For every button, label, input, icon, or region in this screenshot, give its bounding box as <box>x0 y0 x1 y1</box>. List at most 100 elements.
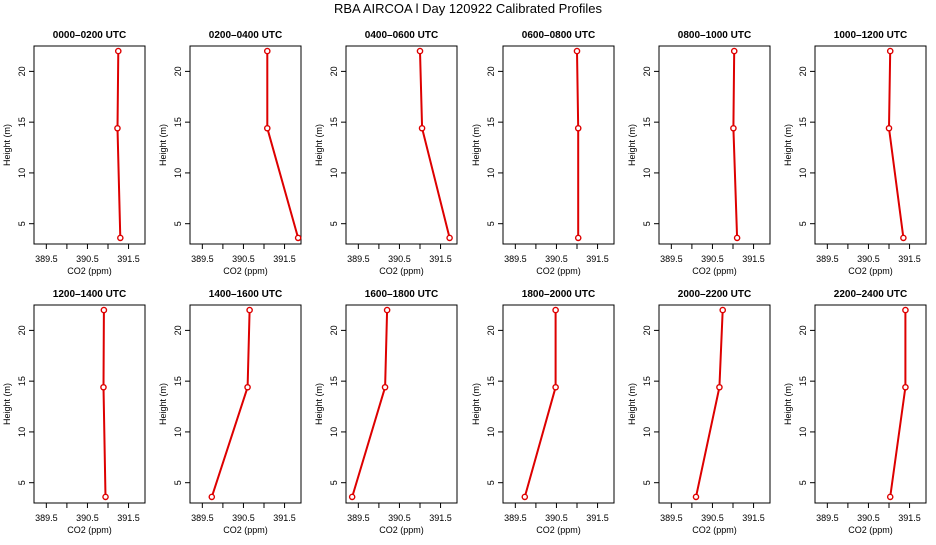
y-tick-label: 20 <box>173 66 183 76</box>
x-tick-label: 389.5 <box>35 254 58 264</box>
y-tick-label: 15 <box>642 376 652 386</box>
x-tick-label: 389.5 <box>816 254 839 264</box>
panel-title: 1800–2000 UTC <box>522 289 595 300</box>
plot-frame <box>33 304 146 504</box>
data-point <box>692 493 700 501</box>
data-point <box>263 47 271 55</box>
x-tick-label: 391.5 <box>742 513 765 523</box>
figure-title: RBA AIRCOA l Day 120922 Calibrated Profi… <box>333 1 603 16</box>
profile-line <box>695 310 724 498</box>
data-point <box>416 47 424 55</box>
y-tick-label: 15 <box>173 376 183 386</box>
y-axis-label: Height (m) <box>783 383 793 425</box>
x-tick-label: 390.5 <box>857 513 880 523</box>
y-tick-label: 5 <box>17 221 27 226</box>
y-tick-label: 10 <box>173 168 183 178</box>
data-point <box>383 306 391 314</box>
y-tick-label: 15 <box>329 376 339 386</box>
y-tick-label: 15 <box>173 117 183 127</box>
data-point <box>574 124 582 132</box>
panel-8: 1400–1600 UTC 389.5 390.5 391.5 5 10 15 20 CO2 (… <box>158 289 302 535</box>
y-axis-label: Height (m) <box>158 124 168 166</box>
profile-line <box>351 310 389 498</box>
x-tick-label: 391.5 <box>586 254 609 264</box>
panel-2: 0200–0400 UTC 389.5 390.5 391.5 5 10 15 20 CO2 (… <box>158 30 302 276</box>
profile-line <box>732 51 739 238</box>
x-tick-label: 389.5 <box>504 513 527 523</box>
plot-frame <box>33 45 146 245</box>
profile-line <box>102 310 107 497</box>
plot-frame <box>502 304 615 504</box>
x-tick-label: 391.5 <box>742 254 765 264</box>
x-axis-label: CO2 (ppm) <box>67 525 112 535</box>
y-tick-label: 15 <box>329 117 339 127</box>
y-tick-label: 15 <box>642 117 652 127</box>
plot-frame <box>814 45 927 245</box>
profile-line <box>523 310 557 498</box>
x-axis-label: CO2 (ppm) <box>223 266 268 276</box>
panel-7: 1200–1400 UTC 389.5 390.5 391.5 5 10 15 20 CO2 (… <box>2 289 146 535</box>
x-tick-label: 390.5 <box>545 513 568 523</box>
y-tick-label: 15 <box>486 376 496 386</box>
data-point <box>885 124 893 132</box>
y-tick-label: 5 <box>642 480 652 485</box>
x-tick-label: 391.5 <box>117 513 140 523</box>
data-point <box>886 47 894 55</box>
x-tick-label: 390.5 <box>76 254 99 264</box>
x-axis-label: CO2 (ppm) <box>692 266 737 276</box>
profile-line <box>419 51 451 239</box>
y-tick-label: 10 <box>486 427 496 437</box>
y-tick-label: 20 <box>329 325 339 335</box>
x-axis-label: CO2 (ppm) <box>536 266 581 276</box>
plot-frame <box>189 45 302 245</box>
data-point <box>730 47 738 55</box>
panel-1: 0000–0200 UTC 389.5 390.5 391.5 5 10 15 20 CO2 (… <box>2 30 146 276</box>
data-point <box>730 124 737 132</box>
data-point <box>244 383 251 391</box>
y-tick-label: 15 <box>17 117 27 127</box>
data-point <box>117 234 124 242</box>
data-point <box>348 493 356 501</box>
x-tick-label: 391.5 <box>273 254 296 264</box>
data-point <box>886 493 894 501</box>
panel-5: 0800–1000 UTC 389.5 390.5 391.5 5 10 15 20 CO2 (… <box>627 30 771 276</box>
y-tick-label: 15 <box>486 117 496 127</box>
data-point <box>902 383 909 391</box>
panel-title: 0800–1000 UTC <box>678 30 751 41</box>
y-tick-label: 5 <box>329 221 339 226</box>
profile-line <box>116 51 122 238</box>
plot-frame <box>345 304 458 504</box>
y-tick-label: 20 <box>173 325 183 335</box>
panel-11: 2000–2200 UTC 389.5 390.5 391.5 5 10 15 20 CO2 (… <box>627 289 771 535</box>
y-axis-label: Height (m) <box>314 383 324 425</box>
plot-frame <box>502 45 615 245</box>
y-tick-label: 5 <box>486 221 496 226</box>
x-tick-label: 391.5 <box>117 254 140 264</box>
y-tick-label: 20 <box>486 325 496 335</box>
panel-title: 0000–0200 UTC <box>53 30 126 41</box>
x-axis-label: CO2 (ppm) <box>692 525 737 535</box>
panel-title: 1400–1600 UTC <box>209 289 282 300</box>
y-tick-label: 5 <box>798 480 808 485</box>
x-axis-label: CO2 (ppm) <box>67 266 112 276</box>
plot-frame <box>814 304 927 504</box>
data-point <box>294 234 302 242</box>
y-axis-label: Height (m) <box>783 124 793 166</box>
plot-frame <box>658 304 771 504</box>
panel-title: 0200–0400 UTC <box>209 30 282 41</box>
data-point <box>552 306 559 314</box>
x-axis-label: CO2 (ppm) <box>848 266 893 276</box>
x-tick-label: 389.5 <box>660 513 683 523</box>
y-tick-label: 10 <box>798 168 808 178</box>
y-tick-label: 20 <box>17 325 27 335</box>
y-tick-label: 10 <box>486 168 496 178</box>
x-axis-label: CO2 (ppm) <box>223 525 268 535</box>
profile-line <box>889 310 907 498</box>
y-tick-label: 20 <box>17 66 27 76</box>
y-tick-label: 20 <box>798 66 808 76</box>
data-point <box>521 493 529 501</box>
x-tick-label: 391.5 <box>898 513 921 523</box>
y-tick-label: 5 <box>798 221 808 226</box>
panel-title: 2200–2400 UTC <box>834 289 907 300</box>
